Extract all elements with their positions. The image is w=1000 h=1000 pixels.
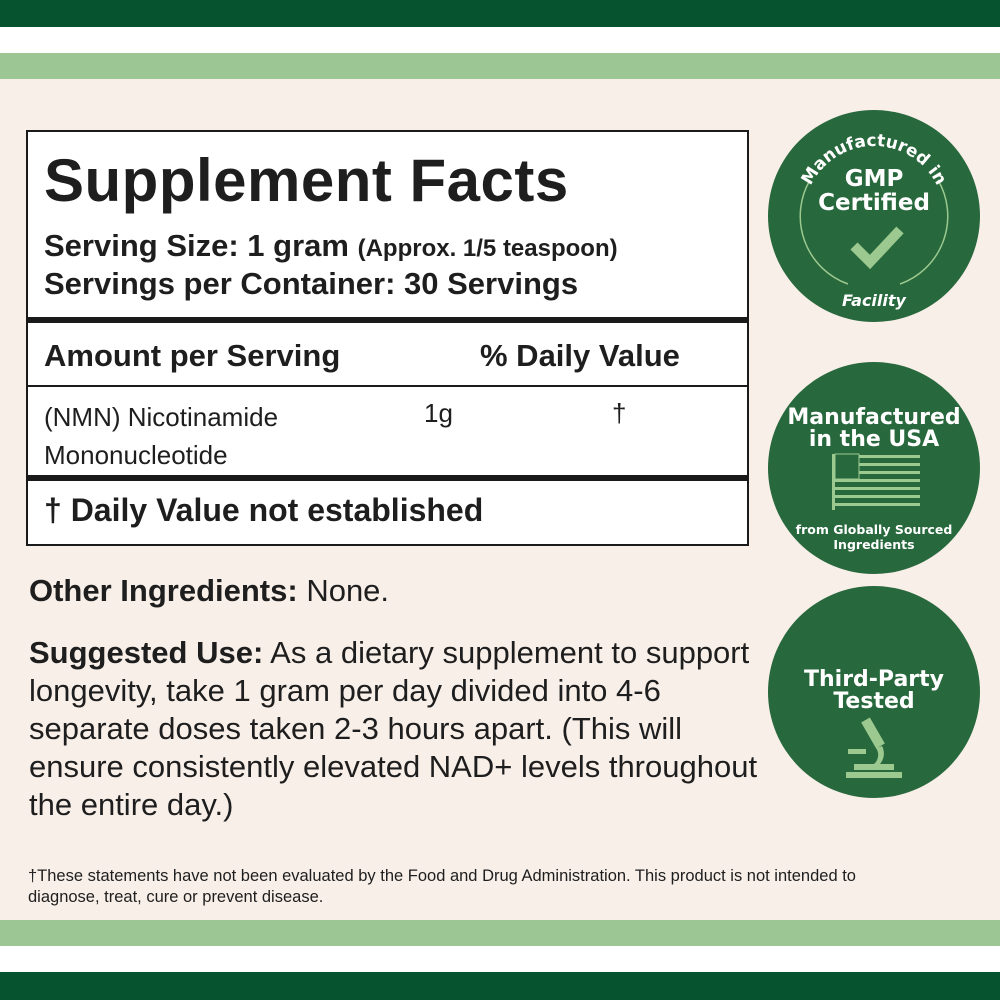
supplement-facts-panel: Supplement Facts Serving Size: 1 gram (A… <box>26 130 749 546</box>
made-in-usa-badge: Manufactured in the USA from Globally So… <box>768 362 980 574</box>
us-flag-icon <box>832 453 920 510</box>
badge-line2: Tested <box>833 689 914 714</box>
third-party-tested-badge: Third-Party Tested <box>768 586 980 798</box>
top-dark-band <box>0 0 1000 27</box>
dv-footnote: † Daily Value not established <box>44 492 484 528</box>
ring-arc <box>799 179 949 285</box>
badge-sub1: from Globally Sourced <box>796 522 953 537</box>
badge-sub2: Ingredients <box>833 537 914 552</box>
ingredient-amount: 1g <box>424 398 453 428</box>
other-ingredients: Other Ingredients: None. <box>29 572 769 610</box>
ingredient-name: (NMN) Nicotinamide Mononucleotide <box>44 398 278 474</box>
facts-title: Supplement Facts <box>44 147 569 214</box>
top-white-band <box>0 27 1000 53</box>
top-light-band <box>0 53 1000 79</box>
badge-arc-bottom: Facility <box>842 291 906 310</box>
bottom-light-band <box>0 920 1000 946</box>
gmp-certified-badge: Manufactured in Facility GMP Certified <box>768 110 980 322</box>
serving-size-label: Serving Size: 1 gram <box>44 228 349 263</box>
other-ingredients-value: None. <box>297 573 390 608</box>
badge-line1: Third-Party <box>804 667 944 692</box>
serving-size-note: (Approx. 1/5 teaspoon) <box>357 235 618 262</box>
divider-thin <box>28 385 747 387</box>
bottom-white-band <box>0 946 1000 972</box>
serving-size: Serving Size: 1 gram (Approx. 1/5 teaspo… <box>44 228 618 264</box>
servings-per-container: Servings per Container: 30 Servings <box>44 266 579 301</box>
microscope-icon <box>846 717 902 778</box>
column-dv-header: % Daily Value <box>480 338 680 373</box>
other-ingredients-label: Other Ingredients: <box>29 573 298 608</box>
ingredient-name-line2: Mononucleotide <box>44 440 228 470</box>
suggested-use-text: As a dietary supplement to support longe… <box>29 635 758 822</box>
suggested-use: Suggested Use: As a dietary supplement t… <box>29 634 759 824</box>
bottom-dark-band <box>0 972 1000 1000</box>
divider-thick <box>28 317 747 323</box>
badge-line2: in the USA <box>809 427 939 452</box>
ingredient-dv: † <box>612 398 627 428</box>
badge-line1: Manufactured <box>787 405 960 430</box>
badge-line1: GMP <box>845 166 904 192</box>
column-amount-header: Amount per Serving <box>44 338 341 373</box>
fda-disclaimer: †These statements have not been evaluate… <box>28 867 856 906</box>
divider-thick <box>28 475 747 481</box>
badge-line2: Certified <box>818 190 930 216</box>
checkmark-icon <box>850 226 904 270</box>
suggested-use-label: Suggested Use: <box>29 635 264 670</box>
ingredient-name-line1: (NMN) Nicotinamide <box>44 402 279 432</box>
